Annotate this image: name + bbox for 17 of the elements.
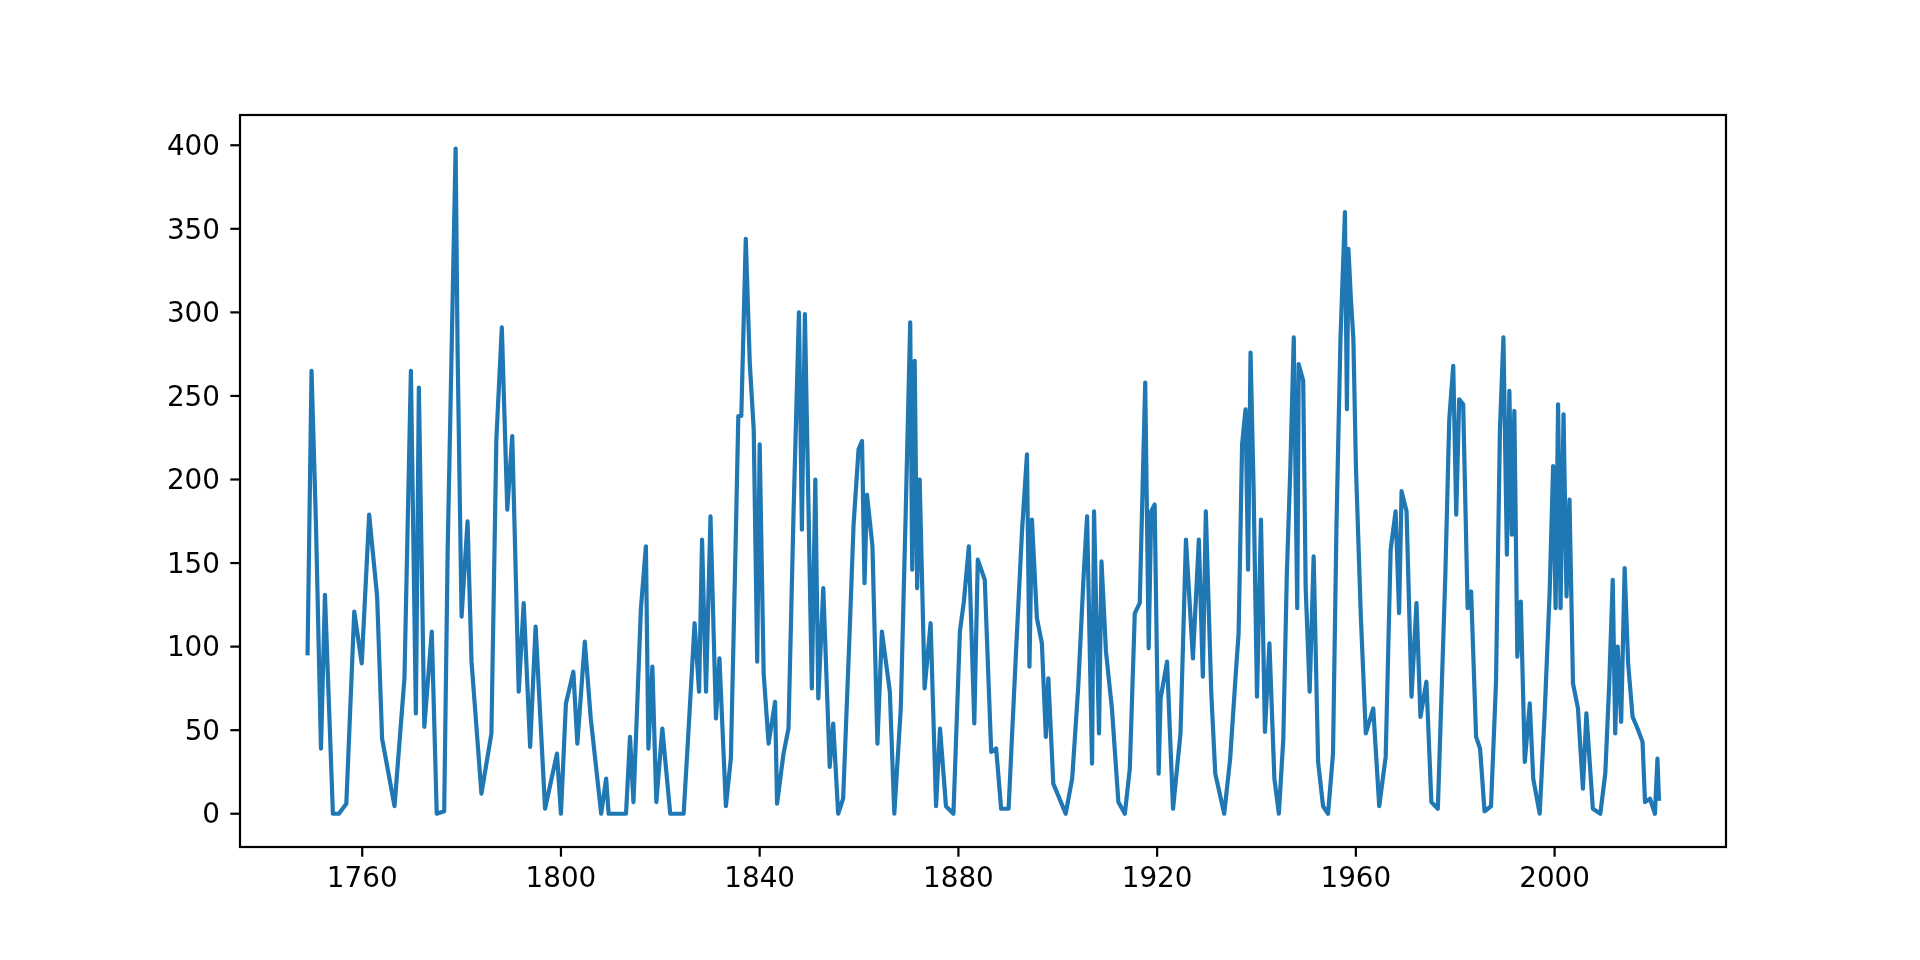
y-tick-label: 0	[202, 797, 220, 831]
x-tick-label: 1760	[326, 860, 398, 894]
x-tick-label: 1960	[1320, 860, 1392, 894]
x-tick-label: 1920	[1121, 860, 1193, 894]
y-tick-label: 400	[166, 128, 220, 162]
y-tick-label: 250	[166, 379, 220, 413]
x-tick-label: 1880	[923, 860, 994, 894]
x-tick-label: 2000	[1519, 860, 1590, 894]
y-tick-label: 300	[166, 296, 220, 330]
y-tick-label: 100	[166, 630, 220, 664]
line-series	[305, 146, 1662, 816]
y-tick-label: 50	[184, 713, 220, 747]
x-tick-label: 1840	[724, 860, 796, 894]
y-tick-label: 200	[166, 463, 220, 497]
y-tick-label: 350	[166, 212, 220, 246]
x-tick-label: 1800	[525, 860, 597, 894]
y-tick-label: 150	[166, 546, 220, 580]
